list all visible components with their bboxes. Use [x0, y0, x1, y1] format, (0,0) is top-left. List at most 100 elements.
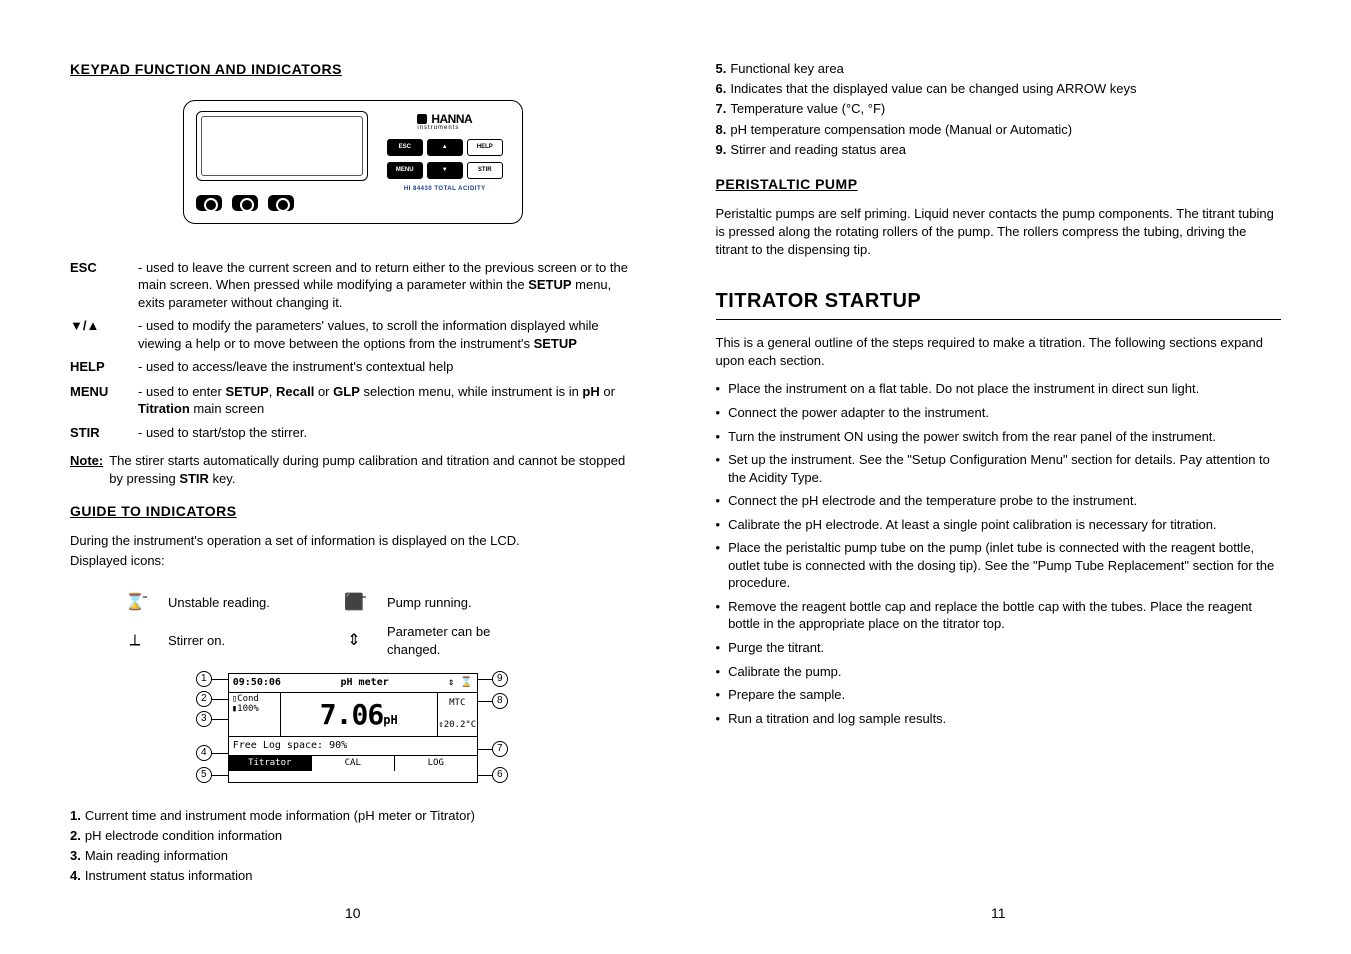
num-text: Current time and instrument mode informa… [85, 807, 475, 825]
bullet-item: Run a titration and log sample results. [716, 710, 1282, 728]
bullet-item: Set up the instrument. See the "Setup Co… [716, 451, 1282, 486]
lead [212, 753, 228, 754]
def-text: - used to access/leave the instrument's … [138, 358, 453, 376]
left-page: KEYPAD FUNCTION AND INDICATORS HANNA ins… [70, 60, 636, 924]
page-number-left: 10 [70, 890, 636, 924]
numbered-item: 4.Instrument status information [70, 867, 636, 885]
knob [196, 195, 222, 211]
callout-6: 6 [492, 767, 508, 783]
note-label: Note: [70, 452, 103, 488]
note-text: The stirer starts automatically during p… [107, 452, 635, 488]
keypad-knobs [196, 195, 368, 211]
startup-heading: TITRATOR STARTUP [716, 287, 1282, 315]
numbered-item: 1.Current time and instrument mode infor… [70, 807, 636, 825]
callout-4: 4 [196, 745, 212, 761]
callout-2: 2 [196, 691, 212, 707]
num-text: Instrument status information [85, 867, 253, 885]
numbered-item: 5.Functional key area [716, 60, 1282, 78]
stir-button[interactable]: STIR [467, 162, 503, 179]
bullet-text: Calibrate the pH electrode. At least a s… [728, 516, 1216, 534]
num-text: Functional key area [730, 60, 843, 78]
def-text: - used to enter SETUP, Recall or GLP sel… [138, 383, 636, 418]
numbered-list-1-4: 1.Current time and instrument mode infor… [70, 807, 636, 888]
num-text: Stirrer and reading status area [730, 141, 906, 159]
up-button[interactable]: ▲ [427, 139, 463, 156]
button-row-1: ESC ▲ HELP [387, 139, 503, 156]
bullet-item: Prepare the sample. [716, 686, 1282, 704]
callout-8: 8 [492, 693, 508, 709]
def-key: MENU [70, 383, 120, 401]
lead [478, 749, 492, 750]
menu-button[interactable]: MENU [387, 162, 423, 179]
knob [268, 195, 294, 211]
bullet-text: Turn the instrument ON using the power s… [728, 428, 1216, 446]
esc-button[interactable]: ESC [387, 139, 423, 156]
lcd-mode: pH meter [341, 677, 389, 688]
num-label: 2. [70, 827, 81, 845]
lcd-mid: ▯Cond ▮100% 7.06pH MTC ⇕20.2°C [229, 693, 477, 736]
numbered-item: 6.Indicates that the displayed value can… [716, 80, 1282, 98]
numbered-item: 3.Main reading information [70, 847, 636, 865]
indicator-icon: ⌛̄ [120, 592, 150, 614]
def-text: - used to start/stop the stirrer. [138, 424, 307, 442]
help-button[interactable]: HELP [467, 139, 503, 156]
down-button[interactable]: ▼ [427, 162, 463, 179]
def-text: - used to modify the parameters' values,… [138, 317, 636, 352]
bullet-item: Place the peristaltic pump tube on the p… [716, 539, 1282, 592]
def-row: HELP- used to access/leave the instrumen… [70, 358, 636, 376]
num-label: 9. [716, 141, 727, 159]
indicator-label: Stirrer on. [168, 632, 321, 650]
callout-5: 5 [196, 767, 212, 783]
startup-intro: This is a general outline of the steps r… [716, 334, 1282, 370]
bullet-text: Place the peristaltic pump tube on the p… [728, 539, 1281, 592]
lcd-right: MTC ⇕20.2°C [437, 693, 477, 736]
lcd-soft-cal[interactable]: CAL [312, 756, 395, 771]
numbered-item: 7.Temperature value (°C, °F) [716, 100, 1282, 118]
lcd-main-unit: pH [383, 713, 397, 727]
bullet-text: Remove the reagent bottle cap and replac… [728, 598, 1281, 633]
lcd-soft-log[interactable]: LOG [395, 756, 477, 771]
num-text: pH electrode condition information [85, 827, 282, 845]
def-row: ESC- used to leave the current screen an… [70, 259, 636, 312]
callout-1: 1 [196, 671, 212, 687]
right-page: 5.Functional key area 6.Indicates that th… [716, 60, 1282, 924]
keypad-button-side: HANNA instruments ESC ▲ HELP MENU ▼ STIR… [380, 111, 510, 211]
num-text: pH temperature compensation mode (Manual… [730, 121, 1072, 139]
num-label: 5. [716, 60, 727, 78]
lcd-cond-label: Cond [237, 694, 259, 704]
keypad-lcd-screen [196, 111, 368, 181]
knob [232, 195, 258, 211]
lcd-line-top: 09:50:06 pH meter ⇕ ⌛ [229, 674, 477, 693]
bullet-text: Calibrate the pump. [728, 663, 841, 681]
lcd-main: 7.06pH [281, 693, 437, 736]
key-definitions: ESC- used to leave the current screen an… [70, 259, 636, 448]
pump-text: Peristaltic pumps are self priming. Liqu… [716, 205, 1282, 260]
num-label: 1. [70, 807, 81, 825]
indicator-label: Pump running. [387, 594, 540, 612]
lcd-cond: ▯Cond ▮100% [229, 693, 281, 736]
num-label: 3. [70, 847, 81, 865]
lcd-soft-titrator[interactable]: Titrator [229, 756, 312, 771]
lead [212, 699, 228, 700]
keypad-lcd-side [196, 111, 368, 211]
lcd-mtc: MTC [449, 697, 465, 710]
lcd-time: 09:50:06 [233, 676, 281, 690]
def-key: ESC [70, 259, 120, 277]
def-row: STIR- used to start/stop the stirrer. [70, 424, 636, 442]
bullet-item: Remove the reagent bottle cap and replac… [716, 598, 1282, 633]
note-row: Note: The stirer starts automatically du… [70, 452, 636, 488]
lcd-freespace: Free Log space: 90% [233, 739, 347, 753]
bullet-text: Connect the power adapter to the instrum… [728, 404, 989, 422]
heading-rule [716, 319, 1282, 320]
lead [478, 701, 492, 702]
lcd-main-value: 7.06 [320, 698, 383, 731]
page-number-right: 11 [716, 890, 1282, 924]
guide-intro-2: Displayed icons: [70, 552, 636, 570]
bullet-text: Place the instrument on a flat table. Do… [728, 380, 1199, 398]
num-label: 8. [716, 121, 727, 139]
indicator-label: Parameter can be changed. [387, 623, 540, 659]
numbered-item: 2.pH electrode condition information [70, 827, 636, 845]
guide-intro-1: During the instrument's operation a set … [70, 532, 636, 550]
callout-7: 7 [492, 741, 508, 757]
bullet-text: Set up the instrument. See the "Setup Co… [728, 451, 1281, 486]
